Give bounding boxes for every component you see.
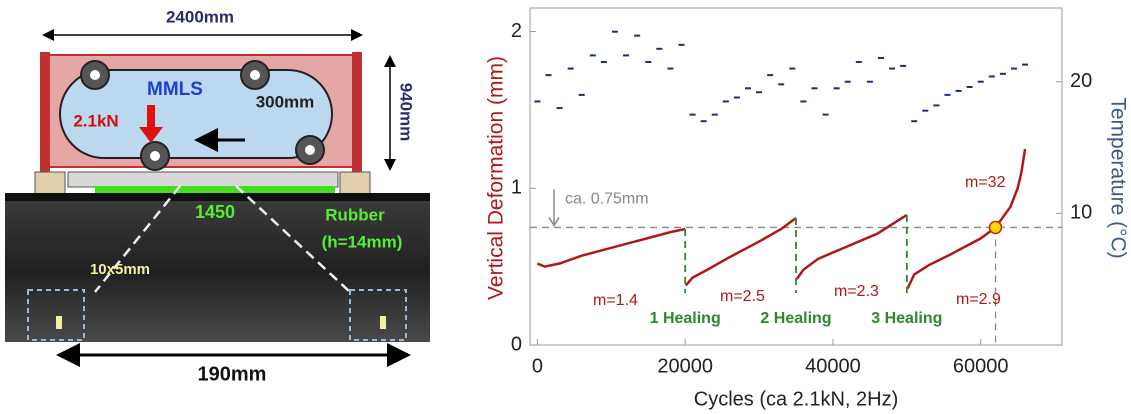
post: [352, 52, 362, 172]
support: [35, 172, 65, 194]
diagram: 2400mm MMLS 300mm 2.1kN 940mm 1450 Rubbe…: [5, 7, 430, 385]
chart: Cycles (ca 2.1kN, 2Hz) Vertical Deformat…: [485, 8, 1130, 410]
threshold-label: ca. 0.75mm: [565, 191, 649, 208]
x-axis-label: Cycles (ca 2.1kN, 2Hz): [694, 388, 899, 410]
y-tick-label: 1: [511, 177, 522, 199]
wheel-label: 300mm: [256, 92, 315, 111]
threshold-point: [990, 221, 1002, 233]
slope-label: m=32: [965, 174, 1006, 191]
rubber: [95, 186, 335, 193]
span-label: 190mm: [198, 363, 267, 385]
gauge: [56, 316, 62, 329]
plate-label: 1450: [195, 202, 235, 222]
figure: 2400mm MMLS 300mm 2.1kN 940mm 1450 Rubbe…: [0, 0, 1131, 414]
plate: [68, 172, 338, 187]
y-tick-label: 2: [511, 20, 522, 42]
gauge-label: 10x5mm: [90, 261, 150, 278]
slope-label: m=2.5: [720, 288, 765, 305]
slope-label: m=1.4: [593, 292, 638, 309]
support: [340, 172, 370, 194]
y2-tick-label: 20: [1070, 70, 1092, 92]
slope-label: m=2.9: [956, 291, 1001, 308]
y-axis-label: Vertical Deformation (mm): [485, 56, 508, 300]
x-tick-label: 40000: [805, 355, 861, 377]
healing-label: 3 Healing: [871, 310, 942, 327]
rubber-label: Rubber: [325, 205, 385, 224]
x-tick-label: 0: [532, 355, 543, 377]
base: [5, 193, 430, 201]
load-label: 2.1kN: [73, 111, 118, 130]
healing-label: 1 Healing: [650, 310, 721, 327]
rubber-height-label: (h=14mm): [322, 232, 403, 251]
healing-label: 2 Healing: [760, 310, 831, 327]
post: [40, 52, 50, 172]
gauge: [380, 316, 386, 329]
y2-tick-label: 10: [1070, 202, 1092, 224]
deformation-line: [537, 149, 1025, 289]
x-tick-label: 60000: [953, 355, 1009, 377]
machine-label: MMLS: [147, 79, 203, 100]
y2-axis-label: Temperature (°C): [1106, 97, 1129, 258]
height-label: 940mm: [397, 83, 416, 142]
width-label: 2400mm: [166, 7, 234, 26]
y-tick-label: 0: [511, 333, 522, 355]
x-tick-label: 20000: [657, 355, 713, 377]
slope-label: m=2.3: [834, 283, 879, 300]
